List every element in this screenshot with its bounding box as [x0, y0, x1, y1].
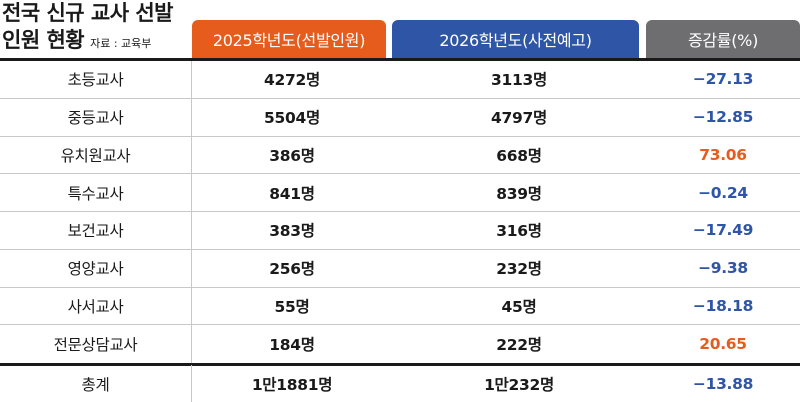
- table-row: 특수교사 841명 839명 −0.24: [0, 174, 800, 212]
- table-row: 유치원교사 386명 668명 73.06: [0, 136, 800, 175]
- value-2026-cell: 839명: [496, 184, 542, 203]
- value-2026-cell: 668명: [496, 146, 542, 165]
- table-row: 영양교사 256명 232명 −9.38: [0, 249, 800, 288]
- header-rate: 증감률(%): [646, 20, 800, 58]
- total-rule: [0, 363, 800, 366]
- table-row: 보건교사 383명 316명 −17.49: [0, 212, 800, 250]
- rate-cell: −17.49: [692, 221, 754, 240]
- category-cell: 유치원교사: [0, 136, 192, 174]
- title-line-1: 전국 신규 교사 선발: [2, 1, 174, 25]
- value-2026-cell: 222명: [496, 336, 542, 355]
- value-2025-cell: 184명: [269, 336, 315, 355]
- value-2025-cell: 256명: [269, 260, 315, 279]
- value-2025-cell: 4272명: [264, 71, 320, 90]
- category-cell: 초등교사: [0, 61, 192, 98]
- rate-cell: −0.24: [698, 183, 748, 202]
- header-2026: 2026학년도(사전예고): [392, 20, 639, 58]
- value-2025-cell: 383명: [269, 222, 315, 241]
- category-cell: 중등교사: [0, 98, 192, 136]
- value-2026-cell: 3113명: [491, 71, 547, 90]
- rate-cell: −9.38: [698, 259, 748, 278]
- total-rate: −13.88: [692, 374, 754, 393]
- rate-cell: −18.18: [692, 296, 754, 315]
- table-row: 사서교사 55명 45명 −18.18: [0, 287, 800, 326]
- value-2025-cell: 386명: [269, 146, 315, 165]
- total-row: 총계 1만1881명 1만232명 −13.88: [0, 365, 800, 402]
- source-label: 자료 : 교육부: [90, 37, 152, 50]
- category-cell: 전문상담교사: [0, 325, 192, 363]
- title-line-2-text: 인원 현황: [2, 28, 85, 52]
- total-2025: 1만1881명: [251, 375, 333, 394]
- value-2025-cell: 55명: [274, 297, 310, 316]
- table-body: 초등교사 4272명 3113명 −27.13 중등교사 5504명 4797명 −12.85…: [0, 61, 800, 363]
- category-cell: 영양교사: [0, 249, 192, 287]
- table-row: 초등교사 4272명 3113명 −27.13: [0, 61, 800, 99]
- table-row: 전문상담교사 184명 222명 20.65: [0, 325, 800, 363]
- total-2026: 1만232명: [484, 375, 554, 394]
- rate-cell: 73.06: [699, 145, 747, 164]
- value-2026-cell: 4797명: [491, 109, 547, 128]
- value-2025-cell: 5504명: [264, 109, 320, 128]
- category-cell: 보건교사: [0, 212, 192, 249]
- rate-cell: −27.13: [692, 70, 754, 89]
- title-line-2: 인원 현황 자료 : 교육부: [2, 27, 192, 57]
- rate-cell: −12.85: [692, 108, 754, 127]
- value-2025-cell: 841명: [269, 184, 315, 203]
- title-block: 전국 신규 교사 선발 인원 현황 자료 : 교육부: [2, 0, 192, 60]
- rate-cell: 20.65: [699, 335, 747, 354]
- category-cell: 특수교사: [0, 174, 192, 211]
- category-cell: 사서교사: [0, 287, 192, 325]
- total-category: 총계: [0, 365, 192, 402]
- table-row: 중등교사 5504명 4797명 −12.85: [0, 98, 800, 137]
- header-2025: 2025학년도(선발인원): [192, 20, 386, 58]
- value-2026-cell: 316명: [496, 222, 542, 241]
- value-2026-cell: 232명: [496, 260, 542, 279]
- header-rule: [0, 58, 800, 61]
- value-2026-cell: 45명: [501, 297, 537, 316]
